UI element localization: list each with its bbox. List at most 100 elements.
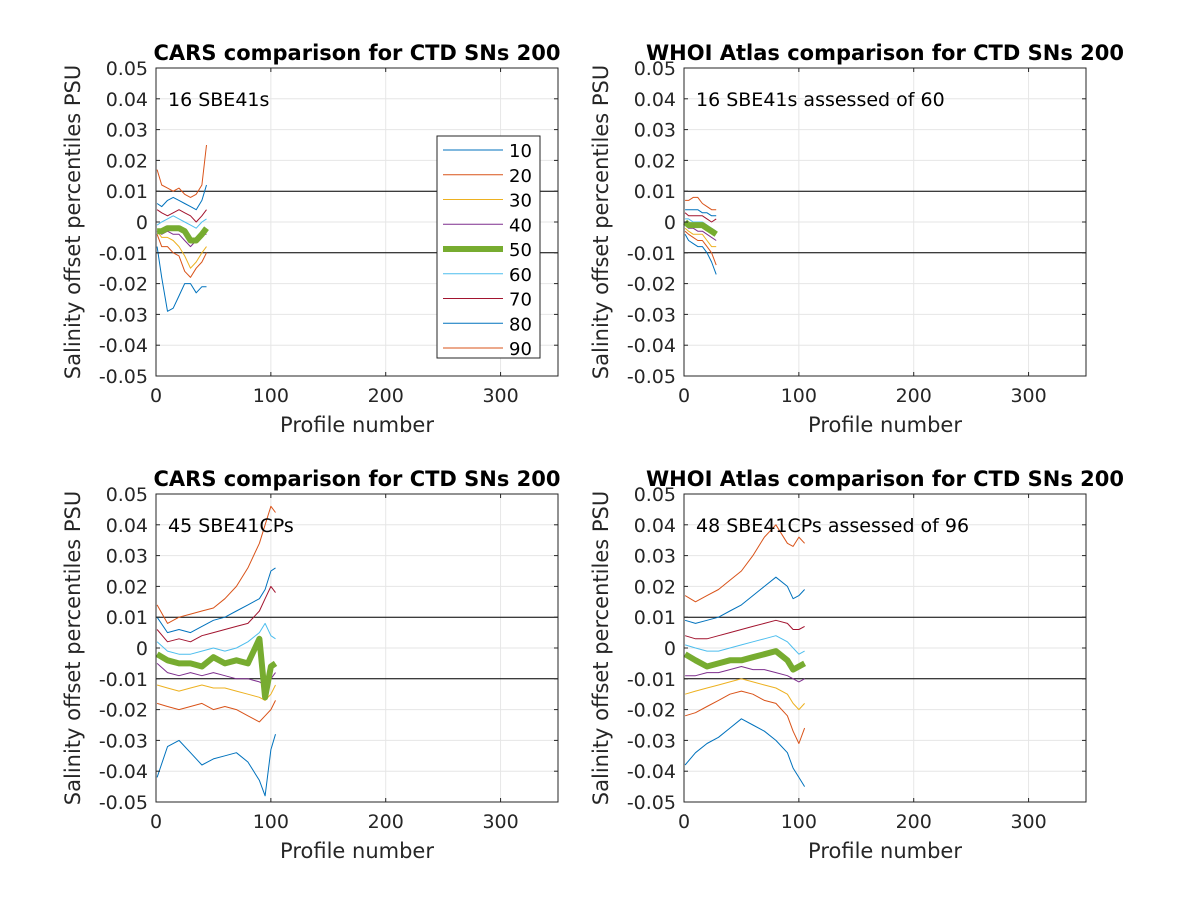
legend-label: 30 — [509, 191, 532, 212]
y-tick-label: 0.05 — [634, 484, 676, 506]
x-tick-label: 200 — [368, 385, 404, 407]
x-tick-label: 0 — [678, 385, 690, 407]
y-tick-label: -0.03 — [99, 304, 148, 326]
series-line-20 — [684, 230, 717, 266]
x-tick-label: 300 — [482, 385, 518, 407]
y-tick-label: 0.02 — [106, 150, 148, 172]
y-tick-label: 0 — [136, 638, 148, 660]
x-tick-label: 0 — [150, 385, 162, 407]
x-tick-label: 100 — [781, 811, 817, 833]
x-tick-label: 100 — [781, 385, 817, 407]
x-axis-label: Profile number — [280, 839, 434, 863]
y-tick-label: 0.03 — [634, 120, 676, 142]
series-line-20 — [156, 700, 276, 723]
y-tick-label: 0.01 — [106, 181, 148, 203]
y-axis-label: Salinity offset percentiles PSU — [61, 65, 85, 379]
series-line-70 — [156, 209, 207, 223]
x-axis-label: Profile number — [280, 413, 434, 437]
y-tick-label: 0.01 — [634, 181, 676, 203]
series-line-20 — [684, 690, 806, 744]
x-tick-label: 0 — [678, 811, 690, 833]
series-line-70 — [684, 619, 805, 640]
chart-title: CARS comparison for CTD SNs 200 — [153, 41, 560, 65]
legend-label: 90 — [509, 339, 532, 360]
x-tick-label: 100 — [253, 811, 289, 833]
series-line-40 — [684, 224, 717, 241]
series-line-60 — [684, 635, 805, 655]
series-line-10 — [684, 718, 806, 787]
series-line-30 — [156, 684, 276, 701]
series-line-10 — [156, 246, 207, 312]
panel-2: 0 100 200 300 0.05 0.04 0.03 0.02 0.01 0 -0.01 -0.0… — [589, 41, 1124, 437]
y-tick-label: -0.05 — [99, 792, 148, 814]
series-line-30 — [684, 678, 805, 711]
x-tick-label: 200 — [896, 811, 932, 833]
series-line-30 — [684, 227, 717, 248]
y-tick-label: -0.05 — [627, 792, 676, 814]
annotation-text: 16 SBE41s — [168, 89, 269, 111]
y-tick-label: 0.04 — [106, 89, 148, 111]
y-tick-label: 0.05 — [106, 484, 148, 506]
y-tick-label: 0.03 — [634, 546, 676, 568]
y-tick-label: 0.01 — [106, 607, 148, 629]
chart-title: WHOI Atlas comparison for CTD SNs 200 — [646, 467, 1124, 491]
y-tick-label: -0.04 — [627, 761, 676, 783]
y-tick-label: 0.02 — [634, 576, 676, 598]
legend-label: 20 — [509, 166, 532, 187]
y-tick-label: 0.02 — [106, 576, 148, 598]
x-tick-label: 100 — [253, 385, 289, 407]
annotation-text: 16 SBE41s assessed of 60 — [696, 89, 945, 111]
series-line-80 — [684, 576, 805, 624]
series-line-90 — [684, 524, 805, 603]
x-tick-label: 300 — [482, 811, 518, 833]
y-tick-label: 0.03 — [106, 546, 148, 568]
y-tick-label: -0.03 — [627, 730, 676, 752]
annotation-text: 48 SBE41CPs assessed of 96 — [696, 515, 969, 537]
y-axis-label: Salinity offset percentiles PSU — [61, 491, 85, 805]
x-tick-label: 300 — [1010, 811, 1046, 833]
series-line-70 — [684, 212, 717, 223]
series-line-90 — [156, 505, 276, 624]
series-line-80 — [685, 209, 717, 217]
y-axis-label: Salinity offset percentiles PSU — [589, 65, 613, 379]
y-tick-label: 0.02 — [634, 150, 676, 172]
x-tick-label: 0 — [150, 811, 162, 833]
panel-4: 0 100 200 300 0.05 0.04 0.03 0.02 0.01 0 -0.01 -0.0… — [589, 467, 1124, 863]
x-tick-label: 200 — [368, 811, 404, 833]
annotation-text: 45 SBE41CPs — [168, 515, 294, 537]
y-tick-label: -0.02 — [99, 700, 148, 722]
y-tick-label: -0.05 — [627, 366, 676, 388]
series-line-80 — [156, 567, 276, 634]
series-line-90 — [685, 196, 717, 211]
y-tick-label: -0.03 — [99, 730, 148, 752]
y-tick-label: -0.02 — [627, 274, 676, 296]
series-line-40 — [685, 666, 805, 683]
y-tick-label: 0.01 — [634, 607, 676, 629]
y-tick-label: -0.04 — [99, 335, 148, 357]
y-tick-label: -0.01 — [627, 669, 676, 691]
y-tick-label: -0.01 — [99, 243, 148, 265]
x-tick-label: 200 — [896, 385, 932, 407]
series-line-60 — [156, 215, 207, 229]
chart-title: CARS comparison for CTD SNs 200 — [153, 467, 560, 491]
series-line-50 — [155, 635, 278, 701]
y-tick-label: 0.04 — [634, 89, 676, 111]
series-line-50 — [683, 219, 718, 237]
legend-label: 50 — [509, 240, 532, 261]
series-line-60 — [156, 622, 276, 655]
y-tick-label: 0.05 — [106, 58, 148, 80]
x-axis-label: Profile number — [808, 413, 962, 437]
y-axis-label: Salinity offset percentiles PSU — [589, 491, 613, 805]
y-tick-label: -0.04 — [627, 335, 676, 357]
series-line-30 — [156, 230, 207, 269]
y-tick-label: 0.05 — [634, 58, 676, 80]
legend-label: 10 — [509, 141, 532, 162]
y-tick-label: -0.02 — [99, 274, 148, 296]
series-line-50 — [157, 225, 209, 244]
series-line-10 — [156, 734, 276, 797]
y-tick-label: -0.01 — [99, 669, 148, 691]
series-line-50 — [683, 648, 807, 673]
legend-label: 70 — [509, 290, 532, 311]
y-tick-label: 0.04 — [106, 515, 148, 537]
y-tick-label: -0.02 — [627, 700, 676, 722]
